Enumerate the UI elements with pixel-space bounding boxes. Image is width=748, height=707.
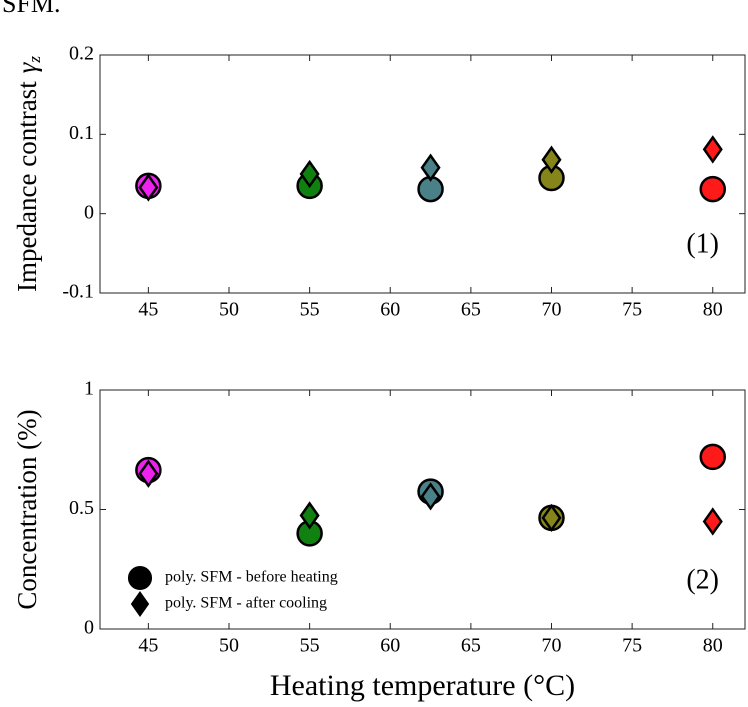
x-axis-label: Heating temperature (°C) bbox=[270, 669, 575, 702]
marker-diamond bbox=[541, 145, 562, 174]
axes-box bbox=[99, 54, 746, 294]
marker-circle bbox=[127, 565, 153, 591]
x-tick-label: 70 bbox=[542, 299, 562, 321]
marker-diamond bbox=[138, 459, 159, 488]
x-tick-label: 65 bbox=[461, 299, 481, 321]
marker-diamond bbox=[702, 507, 723, 536]
y-tick-label: 0.5 bbox=[69, 497, 94, 519]
x-tick-label: 50 bbox=[219, 299, 239, 321]
x-tick-label: 55 bbox=[300, 299, 320, 321]
axes-box bbox=[99, 389, 746, 630]
marker-diamond bbox=[420, 153, 441, 182]
marker-diamond bbox=[420, 482, 441, 511]
x-tick-label: 75 bbox=[622, 299, 642, 321]
x-tick-label: 45 bbox=[138, 635, 158, 657]
legend-label: poly. SFM - before heating bbox=[165, 569, 338, 586]
x-tick-label: 50 bbox=[219, 635, 239, 657]
x-tick-label: 60 bbox=[380, 299, 400, 321]
y-tick-label: 0 bbox=[84, 201, 94, 223]
x-tick-label: 80 bbox=[703, 635, 723, 657]
y-axis-label-symbol: γ bbox=[12, 61, 42, 73]
legend-label: poly. SFM - after cooling bbox=[165, 595, 327, 612]
x-tick-label: 80 bbox=[703, 299, 723, 321]
marker-circle bbox=[699, 175, 726, 203]
y-axis-label-text: Impedance contrast bbox=[12, 81, 42, 292]
y-tick-label: 0.2 bbox=[69, 43, 94, 65]
marker-circle bbox=[699, 443, 726, 471]
x-tick-label: 45 bbox=[138, 299, 158, 321]
x-tick-label: 60 bbox=[380, 635, 400, 657]
x-tick-label: 70 bbox=[542, 635, 562, 657]
x-tick-label: 65 bbox=[461, 635, 481, 657]
panel-annotation: (2) bbox=[686, 564, 719, 595]
marker-diamond bbox=[299, 501, 320, 530]
y-axis-label: Concentration (%) bbox=[12, 409, 42, 609]
panel-annotation: (1) bbox=[686, 228, 719, 259]
header: SFM. bbox=[2, 0, 61, 18]
marker-diamond bbox=[130, 591, 150, 617]
x-tick-label: 75 bbox=[622, 635, 642, 657]
y-tick-label: 0 bbox=[84, 617, 94, 639]
y-axis-label-subscript: z bbox=[25, 56, 44, 64]
marker-diamond bbox=[299, 159, 320, 189]
marker-diamond bbox=[138, 173, 159, 202]
y-tick-label: 1 bbox=[84, 378, 94, 400]
y-axis-label: Impedance contrast γz bbox=[12, 56, 44, 292]
y-tick-label: 0.1 bbox=[69, 122, 94, 144]
x-tick-label: 55 bbox=[300, 635, 320, 657]
y-tick-label: -0.1 bbox=[62, 281, 94, 303]
y-axis-label-text: Concentration (%) bbox=[12, 409, 42, 609]
marker-diamond bbox=[541, 503, 562, 533]
marker-diamond bbox=[702, 135, 723, 164]
